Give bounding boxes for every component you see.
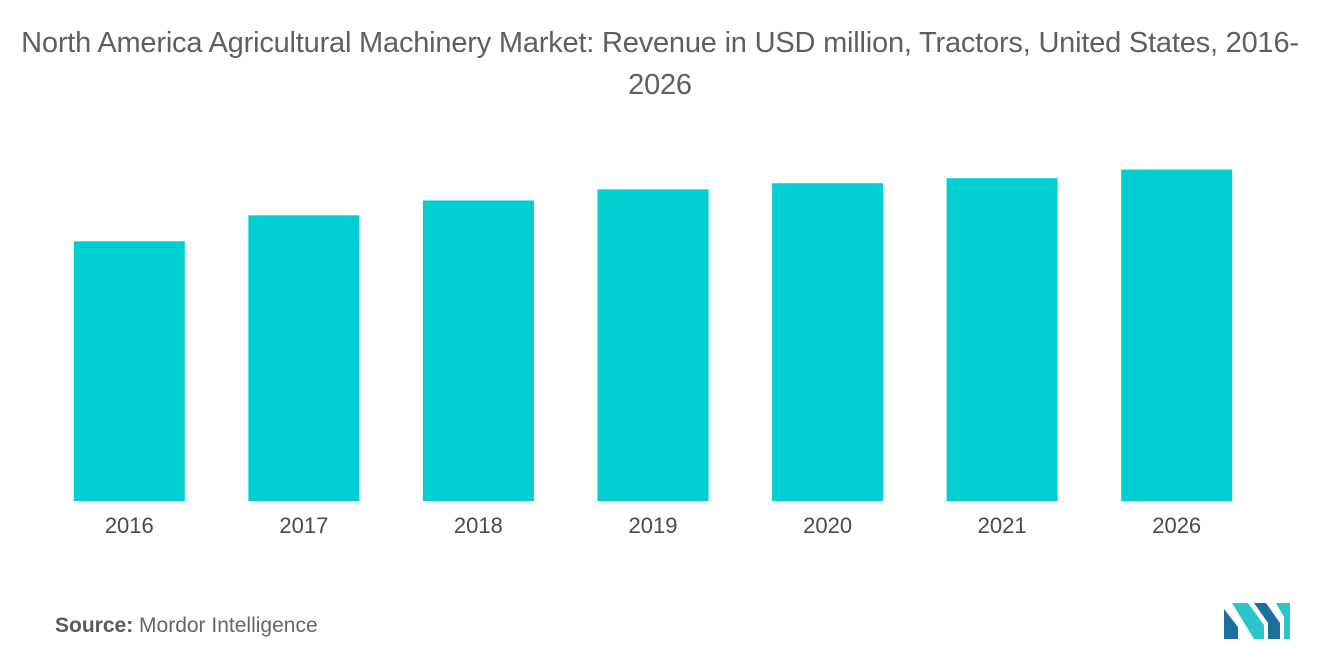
- bars-group: [73, 169, 1233, 502]
- bar-2017: [248, 215, 360, 502]
- bar-2026: [1121, 169, 1233, 501]
- x-tick-label-2019: 2019: [629, 513, 678, 538]
- mordor-intelligence-logo-icon: [1224, 603, 1290, 639]
- source-note: Source: Mordor Intelligence: [55, 614, 318, 638]
- bar-2018: [422, 200, 534, 501]
- bar-2020: [772, 183, 884, 501]
- x-tick-label-2020: 2020: [803, 513, 852, 538]
- x-tick-label-2018: 2018: [454, 513, 503, 538]
- source-value: Mordor Intelligence: [139, 614, 318, 637]
- bar-2021: [946, 178, 1058, 501]
- x-tick-label-2017: 2017: [279, 513, 328, 538]
- source-label: Source:: [55, 614, 134, 637]
- x-tick-label-2021: 2021: [978, 513, 1027, 538]
- bar-2019: [597, 189, 709, 501]
- bar-2016: [73, 241, 185, 502]
- x-tick-label-2026: 2026: [1152, 513, 1201, 538]
- x-axis-labels: 2016 2017 2018 2019 2020 2021 2026: [105, 513, 1201, 538]
- chart-title: North America Agricultural Machinery Mar…: [21, 27, 1299, 101]
- x-tick-label-2016: 2016: [105, 513, 154, 538]
